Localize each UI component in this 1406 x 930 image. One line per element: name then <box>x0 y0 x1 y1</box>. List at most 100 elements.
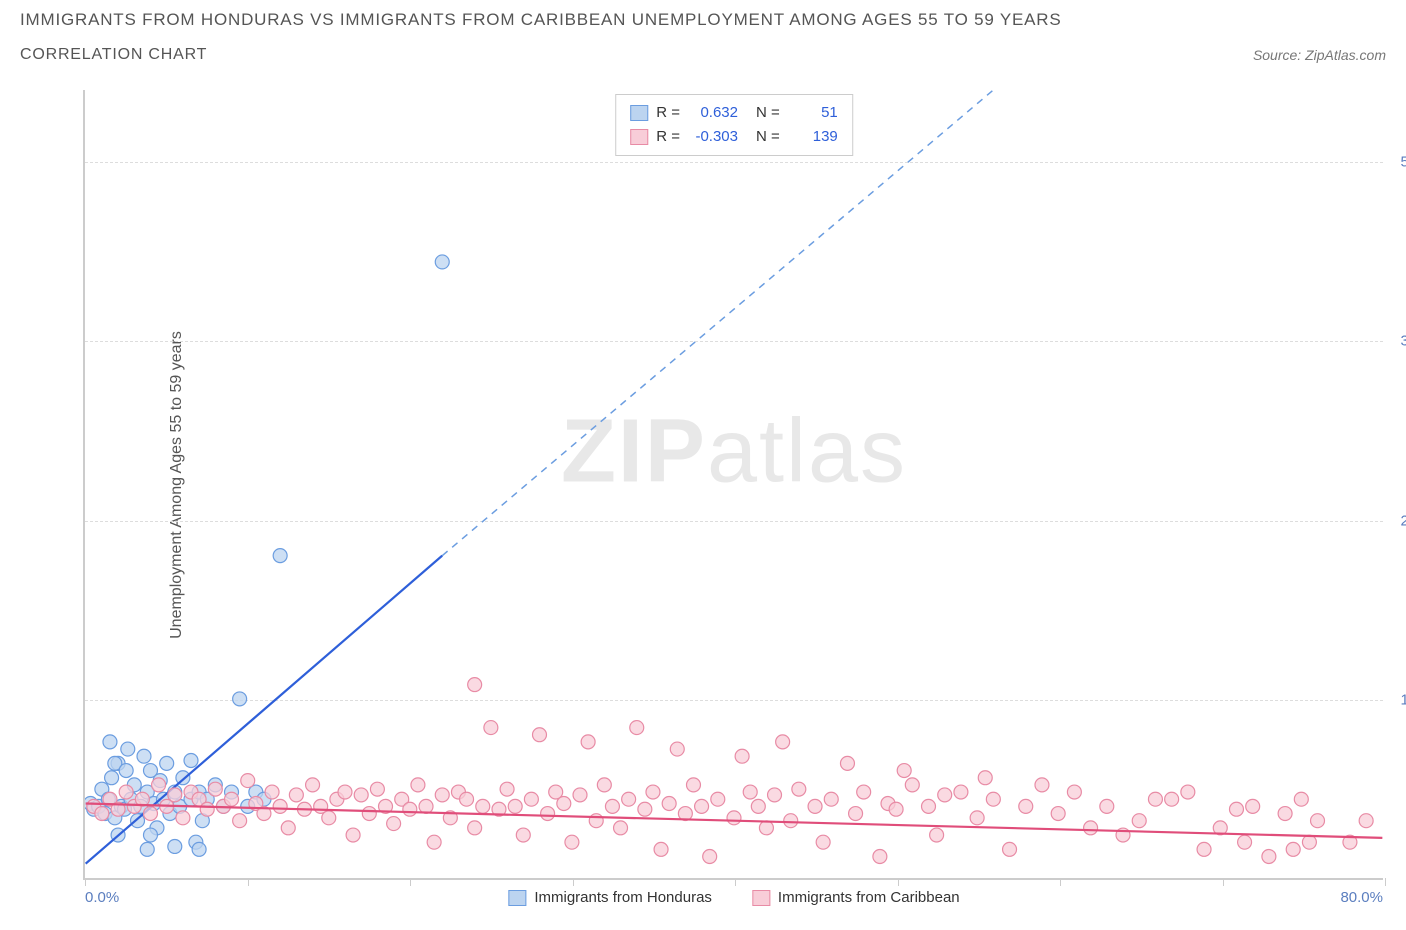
scatter-point <box>403 802 417 816</box>
scatter-point <box>119 785 133 799</box>
scatter-point <box>281 821 295 835</box>
scatter-point <box>751 799 765 813</box>
x-tick <box>573 878 574 886</box>
scatter-point <box>711 792 725 806</box>
scatter-point <box>1302 835 1316 849</box>
scatter-point <box>105 771 119 785</box>
x-tick <box>1060 878 1061 886</box>
scatter-point <box>768 788 782 802</box>
scatter-point <box>119 764 133 778</box>
scatter-point <box>143 807 157 821</box>
scatter-point <box>370 782 384 796</box>
scatter-point <box>1165 792 1179 806</box>
scatter-point <box>322 811 336 825</box>
scatter-point <box>1294 792 1308 806</box>
scatter-point <box>500 782 514 796</box>
stats-legend-box: R = 0.632 N = 51 R = -0.303 N = 139 <box>615 94 853 156</box>
scatter-point <box>354 788 368 802</box>
scatter-point <box>200 802 214 816</box>
legend-swatch-honduras <box>508 890 526 906</box>
scatter-point <box>419 799 433 813</box>
legend-item-honduras: Immigrants from Honduras <box>508 889 712 906</box>
scatter-point <box>638 802 652 816</box>
scatter-point <box>184 754 198 768</box>
scatter-point <box>622 792 636 806</box>
scatter-point <box>476 799 490 813</box>
scatter-point <box>468 678 482 692</box>
scatter-point <box>662 797 676 811</box>
scatter-point <box>614 821 628 835</box>
scatter-point <box>346 828 360 842</box>
x-tick <box>410 878 411 886</box>
scatter-point <box>508 799 522 813</box>
scatter-point <box>168 788 182 802</box>
scatter-point <box>735 749 749 763</box>
scatter-point <box>95 807 109 821</box>
scatter-point <box>1181 785 1195 799</box>
y-tick-label: 12.5% <box>1400 692 1406 709</box>
scatter-point <box>784 814 798 828</box>
main-title: IMMIGRANTS FROM HONDURAS VS IMMIGRANTS F… <box>20 10 1386 30</box>
scatter-point <box>816 835 830 849</box>
scatter-point <box>1286 842 1300 856</box>
scatter-point <box>686 778 700 792</box>
legend-label-honduras: Immigrants from Honduras <box>534 889 712 906</box>
scatter-point <box>541 807 555 821</box>
scatter-point <box>1003 842 1017 856</box>
scatter-point <box>589 814 603 828</box>
scatter-point <box>1278 807 1292 821</box>
regression-line <box>86 803 1383 837</box>
scatter-point <box>792 782 806 796</box>
scatter-point <box>152 778 166 792</box>
scatter-point <box>103 735 117 749</box>
scatter-point <box>630 721 644 735</box>
stats-row-honduras: R = 0.632 N = 51 <box>630 101 838 125</box>
scatter-point <box>922 799 936 813</box>
scatter-point <box>573 788 587 802</box>
scatter-point <box>1246 799 1260 813</box>
scatter-point <box>265 785 279 799</box>
x-tick <box>248 878 249 886</box>
scatter-point <box>978 771 992 785</box>
scatter-point <box>208 782 222 796</box>
x-axis-max-label: 80.0% <box>1340 889 1383 906</box>
scatter-point <box>176 811 190 825</box>
scatter-point <box>1100 799 1114 813</box>
subtitle: CORRELATION CHART <box>20 46 207 64</box>
scatter-point <box>695 799 709 813</box>
scatter-point <box>897 764 911 778</box>
x-axis-min-label: 0.0% <box>85 889 119 906</box>
scatter-point <box>743 785 757 799</box>
x-tick <box>735 878 736 886</box>
scatter-point <box>1229 802 1243 816</box>
scatter-point <box>905 778 919 792</box>
scatter-point <box>338 785 352 799</box>
scatter-point <box>703 850 717 864</box>
scatter-point <box>1035 778 1049 792</box>
scatter-point <box>192 842 206 856</box>
stats-swatch-caribbean <box>630 129 648 145</box>
scatter-point <box>1019 799 1033 813</box>
scatter-point <box>468 821 482 835</box>
scatter-point <box>840 756 854 770</box>
scatter-point <box>233 814 247 828</box>
scatter-point <box>273 549 287 563</box>
scatter-point <box>168 839 182 853</box>
scatter-point <box>273 799 287 813</box>
scatter-point <box>889 802 903 816</box>
x-tick <box>1385 878 1386 886</box>
scatter-point <box>233 692 247 706</box>
scatter-point <box>411 778 425 792</box>
scatter-point <box>1067 785 1081 799</box>
scatter-point <box>1262 850 1276 864</box>
x-tick <box>1223 878 1224 886</box>
n-value-caribbean: 139 <box>788 125 838 149</box>
header: IMMIGRANTS FROM HONDURAS VS IMMIGRANTS F… <box>0 0 1406 64</box>
scatter-point <box>435 788 449 802</box>
n-value-honduras: 51 <box>788 101 838 125</box>
scatter-point <box>938 788 952 802</box>
regression-line-dashed <box>442 90 993 556</box>
scatter-point <box>225 792 239 806</box>
scatter-point <box>1051 807 1065 821</box>
scatter-point <box>646 785 660 799</box>
